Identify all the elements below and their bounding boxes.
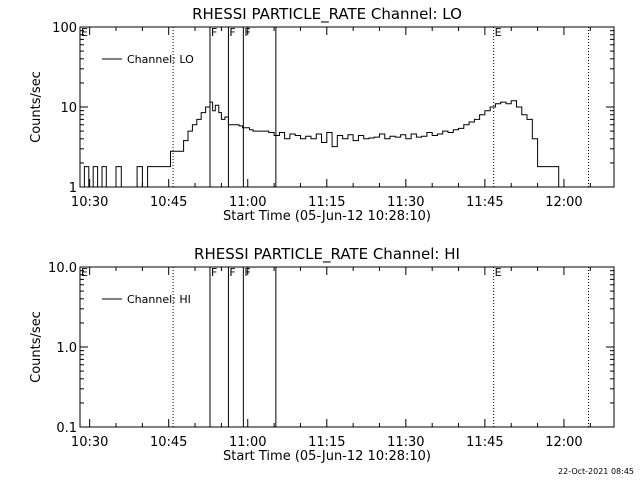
x-tick-label: 10:45	[150, 195, 187, 210]
flag-label: E	[495, 26, 502, 39]
y-tick-label: 1	[69, 181, 77, 196]
x-tick-label: 10:30	[71, 435, 108, 450]
x-axis-label: Start Time (05-Jun-12 10:28:10)	[223, 449, 431, 464]
y-tick-label: 10	[60, 101, 77, 116]
x-tick-label: 11:45	[466, 435, 503, 450]
x-axis-label: Start Time (05-Jun-12 10:28:10)	[223, 209, 431, 224]
footer-timestamp: 22-Oct-2021 08:45	[558, 467, 634, 476]
panel-hi: RHESSI PARTICLE_RATE Channel: HI 0.1 1.0 10…	[29, 245, 615, 464]
flag-label: F	[244, 266, 250, 279]
x-tick-label: 12:00	[545, 435, 582, 450]
flag-label: F	[211, 26, 217, 39]
x-tick-label: 12:00	[545, 195, 582, 210]
y-axis-label: Counts/sec	[29, 71, 44, 143]
flag-label: E	[81, 26, 88, 39]
flag-label: F	[211, 266, 217, 279]
x-tick-label: 11:00	[229, 195, 266, 210]
legend-label: Channel: LO	[127, 53, 194, 66]
y-tick-label: 1.0	[56, 341, 77, 356]
series-line	[80, 100, 564, 188]
legend-label: Channel: HI	[127, 293, 191, 306]
chart-title: RHESSI PARTICLE_RATE Channel: LO	[192, 5, 462, 24]
flag-label: E	[495, 266, 502, 279]
y-tick-label: 0.1	[56, 421, 77, 436]
x-tick-label: 11:45	[466, 195, 503, 210]
plot-frame	[79, 26, 615, 188]
x-tick-label: 11:00	[229, 435, 266, 450]
panel-lo: RHESSI PARTICLE_RATE Channel: LO 1 10 100 10…	[29, 5, 615, 224]
chart-title: RHESSI PARTICLE_RATE Channel: HI	[194, 245, 460, 264]
x-tick-label: 11:30	[387, 195, 424, 210]
x-tick-label: 10:45	[150, 435, 187, 450]
y-axis-label: Counts/sec	[29, 311, 44, 383]
plot-frame	[79, 266, 615, 428]
flag-label: E	[81, 266, 88, 279]
x-tick-label: 11:30	[387, 435, 424, 450]
flag-label: F	[229, 266, 235, 279]
x-tick-label: 11:15	[308, 435, 345, 450]
x-tick-label: 10:30	[71, 195, 108, 210]
y-tick-label: 100	[52, 21, 77, 36]
y-tick-label: 10.0	[48, 261, 77, 276]
flag-label: F	[229, 26, 235, 39]
flag-label: F	[244, 26, 250, 39]
x-tick-label: 11:15	[308, 195, 345, 210]
